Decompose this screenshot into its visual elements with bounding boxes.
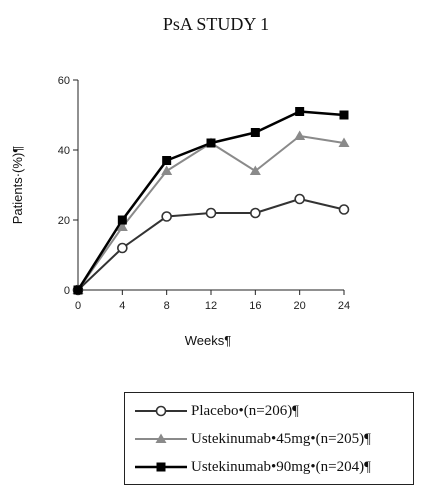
legend-swatch-ustekinumab-90: [135, 462, 187, 472]
legend-item-ustekinumab-45: Ustekinumab•45mg•(n=205)¶: [125, 429, 413, 449]
data-point-placebo: [205, 207, 217, 219]
x-tick-label: 16: [249, 300, 261, 312]
data-point-ustekinumab-45: [294, 130, 306, 140]
legend-item-ustekinumab-90: Ustekinumab•90mg•(n=204)¶: [125, 457, 413, 477]
data-point-ustekinumab-90: [117, 215, 127, 225]
axes: 0 20 40 60 0 4 8 12 16 20 24: [58, 75, 350, 312]
line-chart: 0 20 40 60 0 4 8 12 16 20 24 Patients·(%)¶ Weeks¶: [10, 75, 350, 348]
x-tick-label: 20: [294, 300, 306, 312]
data-point-ustekinumab-90: [162, 156, 172, 165]
chart-title: PsA STUDY 1: [162, 14, 270, 34]
data-point-placebo: [338, 204, 350, 215]
y-tick-label: 0: [64, 285, 70, 297]
series-markers: [72, 107, 350, 296]
x-tick-label: 12: [205, 300, 217, 312]
data-point-ustekinumab-90: [73, 285, 83, 295]
y-tick-label: 20: [58, 215, 70, 227]
y-tick-label: 60: [58, 75, 70, 87]
x-axis-label: Weeks¶: [185, 333, 231, 348]
legend-label-placebo: Placebo•(n=206)¶: [191, 403, 299, 419]
x-tick-label: 4: [119, 300, 125, 312]
x-tick-label: 0: [75, 300, 81, 312]
legend-label-ustekinumab-45: Ustekinumab•45mg•(n=205)¶: [191, 431, 371, 447]
data-point-ustekinumab-90: [250, 128, 260, 137]
data-point-ustekinumab-45: [338, 137, 350, 147]
data-point-placebo: [117, 242, 128, 254]
legend-label-ustekinumab-90: Ustekinumab•90mg•(n=204)¶: [191, 459, 371, 475]
data-point-placebo: [161, 211, 172, 222]
data-point-ustekinumab-45: [116, 221, 128, 231]
data-point-placebo: [250, 207, 261, 219]
data-point-ustekinumab-45: [161, 165, 173, 175]
y-axis-label: Patients·(%)¶: [10, 146, 25, 225]
data-point-ustekinumab-45: [249, 165, 261, 175]
legend-swatch-placebo: [135, 405, 187, 417]
x-tick-label: 24: [338, 300, 350, 312]
data-point-ustekinumab-90: [339, 110, 349, 120]
legend: Placebo•(n=206)¶ Ustekinumab•45mg•(n=205…: [124, 392, 414, 485]
x-tick-label: 8: [164, 300, 170, 312]
data-point-ustekinumab-90: [206, 138, 216, 148]
legend-item-placebo: Placebo•(n=206)¶: [125, 401, 413, 421]
legend-swatch-ustekinumab-45: [135, 433, 187, 443]
data-point-placebo: [294, 193, 305, 205]
data-point-ustekinumab-90: [295, 107, 305, 116]
y-tick-label: 40: [58, 145, 70, 157]
